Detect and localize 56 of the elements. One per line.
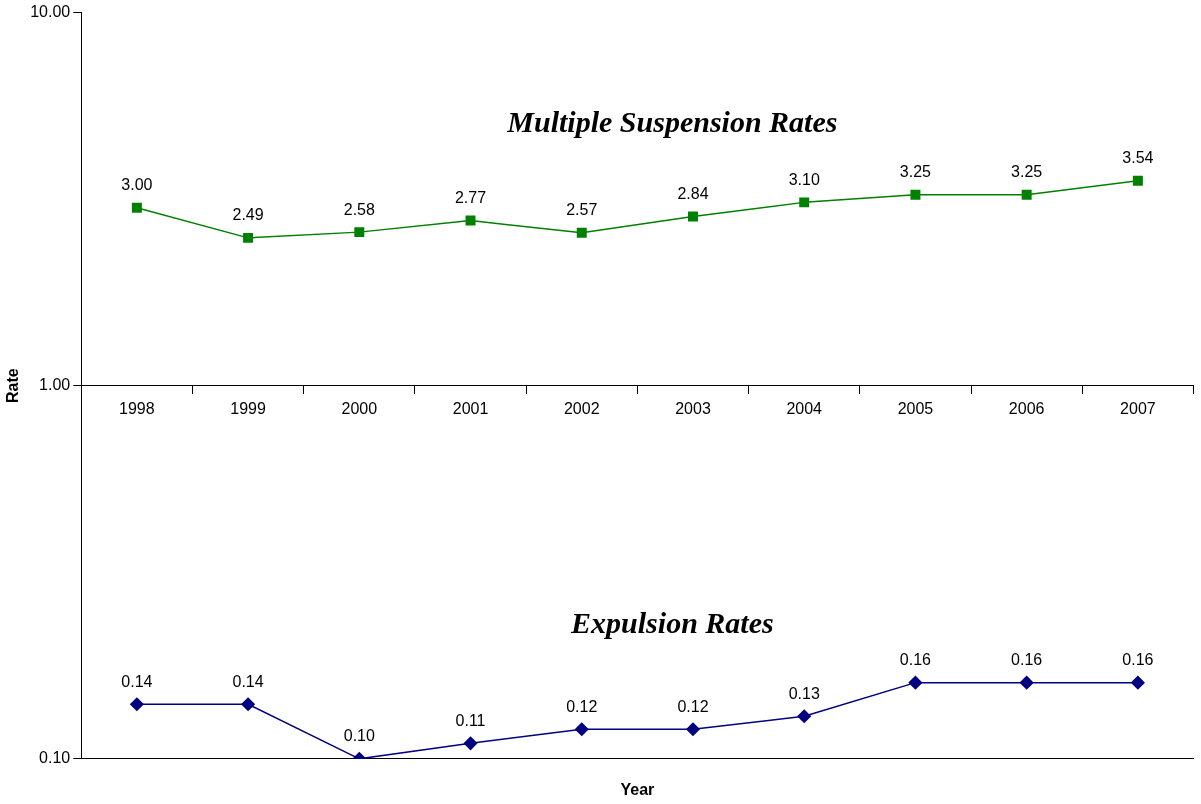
point	[576, 227, 587, 238]
point	[1019, 675, 1034, 690]
data-label: 0.16	[1011, 651, 1043, 669]
x-tick-label: 1999	[230, 399, 266, 417]
data-label: 0.14	[121, 672, 153, 690]
point	[354, 227, 365, 238]
point	[1021, 189, 1032, 200]
x-tick-label: 2003	[675, 399, 711, 417]
x-tick-label: 2002	[563, 399, 600, 417]
x-tick-label: 2005	[897, 399, 934, 417]
data-label: 3.25	[1011, 163, 1043, 181]
y-tick-label: 1.00	[39, 376, 71, 394]
data-label: 2.58	[343, 200, 375, 218]
point	[687, 211, 698, 222]
point	[1131, 675, 1145, 690]
point	[686, 722, 700, 737]
data-label: 0.14	[232, 672, 264, 690]
data-label: 0.12	[677, 697, 709, 715]
data-label: 3.25	[899, 163, 932, 181]
data-label: 0.11	[455, 711, 486, 729]
data-label: 0.10	[343, 727, 375, 745]
x-tick-label: 2004	[786, 399, 823, 417]
data-label: 0.13	[788, 684, 820, 702]
point	[799, 197, 810, 208]
y-axis-title: Rate	[4, 368, 22, 404]
data-label: 3.10	[788, 170, 820, 188]
x-tick-label: 2006	[1008, 399, 1045, 417]
y-tick-label: 0.10	[39, 749, 71, 767]
x-tick-label: 1998	[119, 399, 155, 417]
text: Multiple Suspension Rates	[506, 104, 838, 138]
x-tick-label: 2001	[452, 399, 489, 417]
point	[130, 697, 144, 712]
point	[575, 722, 589, 737]
data-label: 3.00	[121, 176, 153, 194]
data-label: 3.54	[1122, 149, 1154, 167]
y-tick-label: 10.00	[30, 3, 71, 21]
x-axis-title: Year	[620, 780, 655, 798]
x-tick-label: 2007	[1120, 399, 1156, 417]
text: Expulsion Rates	[570, 606, 774, 640]
point	[1132, 175, 1143, 186]
data-label: 2.77	[454, 189, 487, 207]
point	[241, 697, 255, 712]
point	[465, 215, 476, 226]
data-label: 2.84	[677, 184, 709, 202]
x-tick-label: 2000	[341, 399, 378, 417]
data-label: 2.49	[232, 206, 264, 224]
point	[908, 675, 923, 690]
point	[797, 709, 811, 724]
point	[243, 232, 254, 243]
data-label: 0.16	[1122, 651, 1154, 669]
point	[910, 189, 921, 200]
point	[131, 202, 142, 213]
data-label: 0.16	[899, 651, 932, 669]
data-label: 2.57	[566, 201, 598, 219]
data-label: 0.12	[566, 697, 598, 715]
point	[463, 736, 478, 751]
